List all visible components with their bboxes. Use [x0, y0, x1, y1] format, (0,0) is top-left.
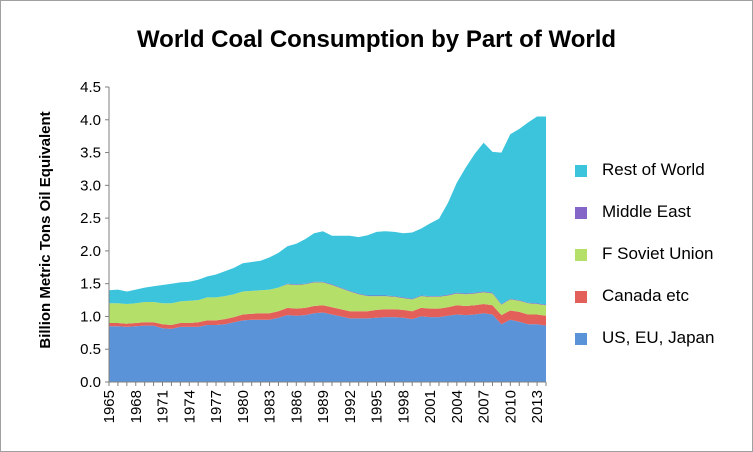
legend-label: Canada etc: [602, 286, 689, 305]
legend-swatch: [575, 333, 587, 345]
x-tick-label: 1989: [315, 390, 332, 423]
legend-label: Rest of World: [602, 160, 705, 179]
y-tick-label: 4.0: [80, 112, 101, 129]
area-layers: [109, 116, 546, 382]
y-tick-label: 2.5: [80, 210, 101, 227]
x-tick-label: 1968: [128, 390, 145, 423]
area-series-middle-east: [109, 281, 546, 306]
legend-swatch: [575, 207, 587, 219]
area-series-canada-etc: [109, 304, 546, 329]
x-tick-label: 2010: [502, 390, 519, 423]
x-tick-label: 1980: [235, 390, 252, 423]
area-series-us-eu-japan: [109, 312, 546, 382]
x-tick-label: 1986: [288, 390, 305, 423]
y-tick-label: 2.0: [80, 243, 101, 260]
legend-label: Middle East: [602, 202, 691, 221]
x-tick-label: 1983: [262, 390, 279, 423]
legend-swatch: [575, 249, 587, 261]
y-tick-label: 4.5: [80, 79, 101, 96]
y-tick-label: 1.5: [80, 276, 101, 293]
y-tick-label: 1.0: [80, 308, 101, 325]
y-tick-label: 0.5: [80, 341, 101, 358]
x-tick-label: 1977: [208, 390, 225, 423]
area-series-f-soviet-union: [109, 282, 546, 325]
x-tick-label: 1971: [155, 390, 172, 423]
chart-title: World Coal Consumption by Part of World: [136, 26, 617, 53]
legend-swatch: [575, 165, 587, 177]
x-tick-label: 2001: [422, 390, 439, 423]
y-tick-label: 0.0: [80, 374, 101, 391]
legend-swatch: [575, 291, 587, 303]
x-tick-labels: 1965 1968 1971 1974 1977 1980 1983 1986 1989 1992…: [101, 390, 546, 423]
legend-label: F Soviet Union: [602, 244, 714, 263]
axes: [105, 86, 547, 386]
y-tick-label: 3.0: [80, 177, 101, 194]
legend-label: US, EU, Japan: [602, 328, 715, 347]
legend-item-f-soviet-union: F Soviet Union: [572, 244, 747, 286]
legend: Rest of World Middle East F Soviet Union Ca…: [572, 160, 747, 370]
x-tick-label: 2004: [449, 390, 466, 423]
area-series-rest-of-world: [109, 116, 546, 305]
y-tick-labels: 0.0 0.5 1.0 1.5 2.0 2.5 3.0 3.5 4.0 4.5: [80, 79, 101, 391]
y-tick-label: 3.5: [80, 145, 101, 162]
x-tick-label: 1974: [181, 390, 198, 423]
legend-item-middle-east: Middle East: [572, 202, 747, 244]
legend-item-canada-etc: Canada etc: [572, 286, 747, 328]
x-tick-label: 1998: [395, 390, 412, 423]
x-tick-label: 2007: [476, 390, 493, 423]
x-tick-label: 1965: [101, 390, 118, 423]
x-tick-label: 1992: [342, 390, 359, 423]
y-axis-title: Billion Metric Tons Oil Equivalent: [37, 111, 54, 348]
x-tick-label: 1995: [369, 390, 386, 423]
legend-item-us-eu-japan: US, EU, Japan: [572, 328, 747, 370]
legend-item-rest-of-world: Rest of World: [572, 160, 747, 202]
x-tick-label: 2013: [529, 390, 546, 423]
